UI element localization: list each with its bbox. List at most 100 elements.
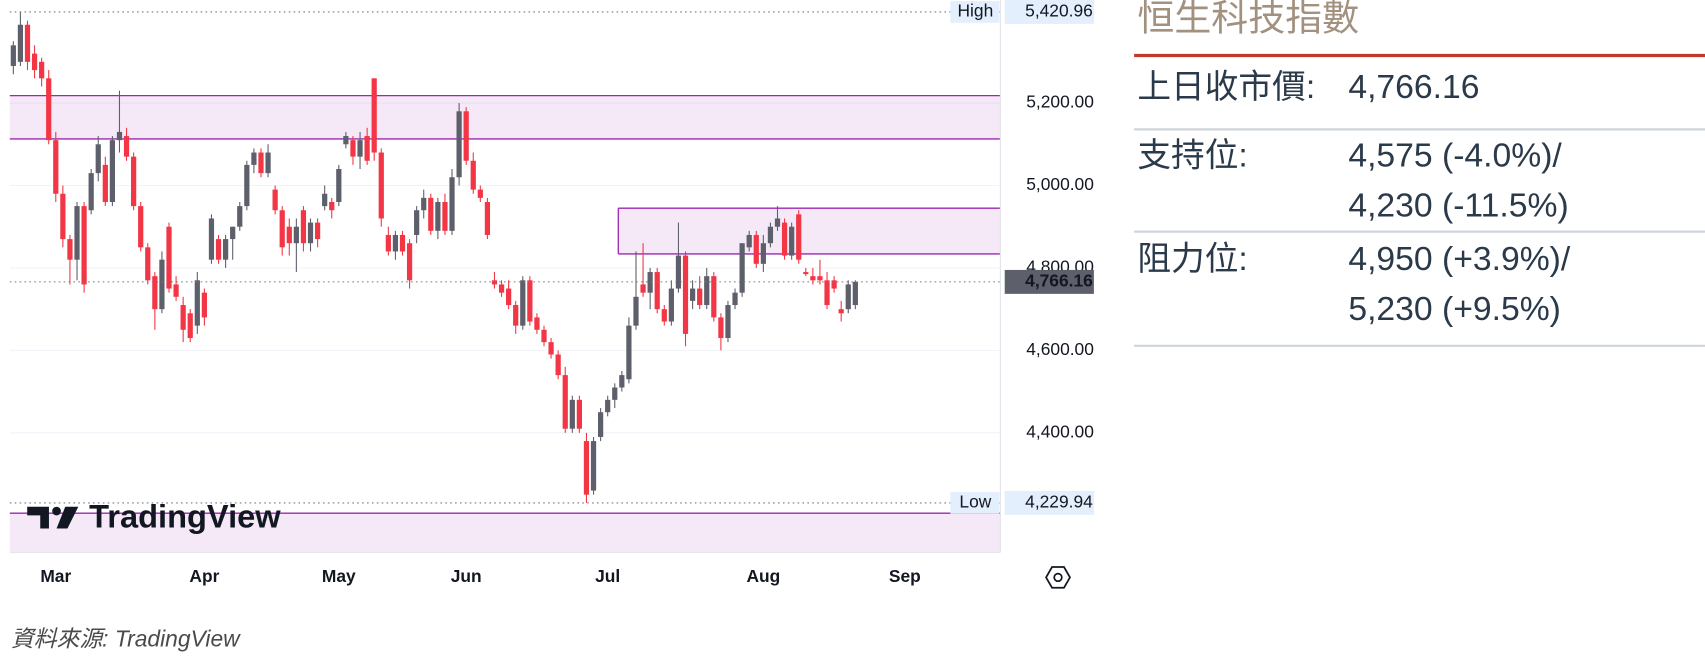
y-tick-label: 4,600.00 <box>1026 339 1094 359</box>
candle-body <box>187 313 193 339</box>
low-value: 4,229.94 <box>1025 492 1093 512</box>
candle-body <box>689 288 696 301</box>
candle-body <box>583 441 590 495</box>
row-label: 上日收市價: <box>1137 68 1315 106</box>
candle-body <box>647 272 653 293</box>
candle-body <box>60 193 66 240</box>
candle-body <box>746 234 752 248</box>
candle-body <box>10 45 16 66</box>
candle-body <box>102 164 108 202</box>
y-tick-label: 5,200.00 <box>1026 92 1094 112</box>
candle-body <box>222 239 229 260</box>
candle-body <box>39 61 45 79</box>
candle-body <box>789 226 795 256</box>
candle-body <box>449 177 455 231</box>
candle-body <box>753 234 759 264</box>
candle-body <box>421 197 427 211</box>
candle-body <box>166 226 172 289</box>
candle-body <box>527 280 533 322</box>
candle-body <box>159 259 165 310</box>
candle-body <box>286 226 292 244</box>
candle-body <box>230 226 236 240</box>
candle-body <box>24 24 31 62</box>
candle-body <box>173 284 179 297</box>
source-note: 資料來源: TradingView <box>11 625 241 651</box>
candle-body <box>555 354 561 376</box>
candle-body <box>371 78 377 153</box>
candle-body <box>152 276 158 310</box>
candle-body <box>852 281 858 306</box>
low-value-box <box>1004 490 1094 515</box>
candle-body <box>675 255 682 289</box>
candle-body <box>767 226 774 244</box>
candle-body <box>598 412 604 437</box>
overlay-layer: 4,400.004,600.004,800.005,000.005,200.00… <box>9 0 1094 586</box>
candle-body <box>307 222 314 244</box>
candle-body <box>711 276 717 318</box>
candle-body <box>781 222 788 256</box>
candle-body <box>336 169 342 202</box>
grid-layer <box>9 102 1001 434</box>
zone <box>618 208 1001 254</box>
settings-dot <box>1053 572 1063 583</box>
candle-body <box>329 201 335 211</box>
candle-body <box>131 156 137 207</box>
x-tick-label: Aug <box>746 566 780 586</box>
row-label: 阻力位: <box>1137 240 1247 278</box>
candle-body <box>810 276 816 281</box>
candle-body <box>803 272 809 275</box>
candle-body <box>109 140 116 202</box>
y-tick-label: 5,000.00 <box>1026 174 1094 194</box>
candle-body <box>95 144 101 174</box>
candle-body <box>208 218 215 260</box>
candle-body <box>357 140 363 157</box>
candle-body <box>428 197 434 231</box>
candle-body <box>541 329 547 343</box>
candle-body <box>697 288 703 306</box>
candle-body <box>364 136 370 161</box>
candle-body <box>626 325 632 380</box>
candle-body <box>548 342 554 355</box>
low-label: Low <box>959 492 991 512</box>
candle-body <box>682 255 689 334</box>
logo-icon <box>27 506 49 529</box>
candle-body <box>201 292 207 318</box>
logo: TradingView <box>27 497 281 534</box>
x-tick-label: Mar <box>40 566 71 586</box>
candle-body <box>605 399 611 413</box>
candle-body <box>300 210 307 244</box>
candle-body <box>74 206 80 260</box>
candle-body <box>640 284 646 293</box>
candle-body <box>272 189 278 211</box>
candle-body <box>378 152 384 219</box>
candle-body <box>414 210 420 235</box>
candle-body <box>343 136 349 145</box>
candle-body <box>350 140 356 157</box>
candle-body <box>520 280 526 326</box>
candle-body <box>215 239 222 260</box>
candle-body <box>81 206 87 285</box>
panel-title: 恒生科技指數 <box>1137 0 1359 38</box>
candle-body <box>31 53 38 71</box>
candle-body <box>293 226 299 244</box>
candle-body <box>796 214 802 260</box>
candle-body <box>590 441 597 491</box>
candle-body <box>845 284 851 310</box>
candle-body <box>442 201 448 231</box>
candle-body <box>145 247 151 281</box>
x-tick-label: Jul <box>595 566 620 586</box>
panel-table: 上日收市價: 4,766.16 支持位: 4,575 (-4.0%)/ 4,230 (-… <box>1134 68 1705 347</box>
candle-body <box>314 222 321 240</box>
candle-body <box>279 210 285 248</box>
candle-body <box>498 284 505 293</box>
candle-body <box>506 288 512 306</box>
x-tick-label: Apr <box>189 566 219 586</box>
last-price-value-box <box>1004 269 1094 294</box>
settings-icon[interactable] <box>1045 566 1071 589</box>
candle-body <box>513 305 519 326</box>
high-label: High <box>958 1 994 21</box>
candle-body <box>576 399 582 429</box>
candle-body <box>569 399 575 429</box>
candle-body <box>817 276 823 281</box>
